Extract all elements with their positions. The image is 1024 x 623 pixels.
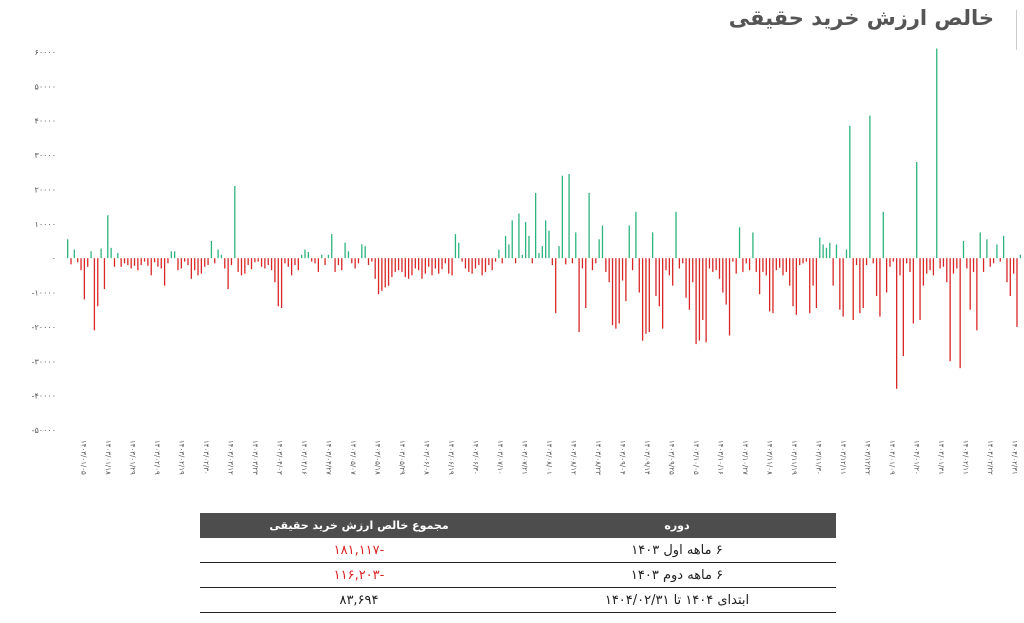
x-tick-label: ۱۴۰۳/۰۲/۰۹ [153,440,161,475]
x-tick-label: ۱۴۰۳/۰۴/۲۷ [324,440,332,475]
x-tick-label: ۱۴۰۳/۰۹/۲۵ [668,440,676,475]
x-tick-label: ۱۴۰۳/۱۲/۲۲ [864,440,872,475]
x-tick-label: ۱۴۰۴/۰۱/۲۰ [913,440,921,475]
x-tick-label: ۱۴۰۳/۱۰/۰۵ [692,440,700,475]
y-tick-label: ۰ [52,254,56,263]
x-tick-label: ۱۴۰۳/۰۶/۰۸ [422,440,430,475]
x-tick-label: ۱۴۰۳/۰۸/۲۳ [594,440,602,475]
x-tick-label: ۱۴۰۴/۰۲/۳۱ [1011,440,1019,475]
x-tick-label: ۱۴۰۳/۰۵/۲۹ [398,440,406,475]
x-tick-label: ۱۴۰۳/۱۲/۱۱ [839,440,847,475]
row-value: -۱۱۶,۲۰۳ [200,562,518,588]
header-value: مجموع خالص ارزش خرید حقیقی [200,513,518,538]
bar-series [67,48,1021,389]
x-tick-label: ۱۴۰۳/۱۱/۳۰ [815,440,823,475]
table-row: ۶ ماهه اول ۱۴۰۳ -۱۸۱,۱۱۷ [200,538,836,563]
summary-table: دوره مجموع خالص ارزش خرید حقیقی ۶ ماهه ا… [200,513,836,613]
x-tick-label: ۱۴۰۳/۰۷/۲۱ [521,440,529,475]
y-tick-label: -۲۰۰۰۰ [32,323,56,332]
x-tick-label: ۱۴۰۳/۰۳/۲۳ [251,440,259,475]
x-tick-label: ۱۴۰۳/۱۱/۰۸ [766,440,774,475]
x-tick-label: ۱۴۰۳/۰۱/۲۹ [128,440,136,475]
row-value: ۸۳,۶۹۴ [200,587,518,613]
row-value: -۱۸۱,۱۱۷ [200,538,518,563]
chart-title: خالص ارزش خرید حقیقی [728,6,994,30]
y-tick-label: -۳۰۰۰۰ [32,357,56,366]
x-tick-label: ۱۴۰۴/۰۲/۲۲ [986,440,994,475]
x-tick-label: ۱۴۰۳/۰۴/۱۶ [300,440,308,475]
table-row: ۶ ماهه دوم ۱۴۰۳ -۱۱۶,۲۰۳ [200,562,836,588]
x-tick-label: ۱۴۰۳/۰۲/۱۹ [177,440,185,475]
y-tick-label: ۵۰۰۰۰ [35,82,56,91]
y-axis: ۶۰۰۰۰ ۵۰۰۰۰ ۴۰۰۰۰ ۳۰۰۰۰ ۲۰۰۰۰ ۱۰۰۰۰ ۰ -۱۰۰۰۰ -۲۰… [32,48,56,435]
row-period: ابتدای ۱۴۰۴ تا ۱۴۰۴/۰۲/۳۱ [518,587,836,613]
x-tick-label: ۱۴۰۳/۰۵/۰۷ [349,440,357,475]
x-tick-label: ۱۴۰۳/۰۱/۰۵ [79,440,87,475]
x-tick-label: ۱۴۰۳/۱۰/۱۶ [717,440,725,475]
x-tick-label: ۱۴۰۳/۰۷/۱۰ [496,440,504,475]
y-tick-label: ۱۰۰۰۰ [35,220,56,229]
y-tick-label: ۳۰۰۰۰ [35,151,56,160]
x-tick-label: ۱۴۰۴/۰۱/۰۹ [888,440,896,475]
y-tick-label: -۱۰۰۰۰ [32,289,56,298]
x-tick-label: ۱۴۰۳/۰۶/۳۰ [472,440,480,475]
x-axis: ۱۴۰۳/۰۱/۰۵ ۱۴۰۳/۰۱/۱۸ ۱۴۰۳/۰۱/۲۹ ۱۴۰۳/۰۲/۰۹… [79,440,1018,475]
y-tick-label: ۴۰۰۰۰ [35,117,56,126]
x-tick-label: ۱۴۰۳/۰۹/۰۴ [619,440,627,475]
table-row: ابتدای ۱۴۰۴ تا ۱۴۰۴/۰۲/۳۱ ۸۳,۶۹۴ [200,587,836,613]
x-tick-label: ۱۴۰۳/۰۶/۱۹ [447,440,455,475]
y-tick-label: -۴۰۰۰۰ [32,392,56,401]
header-period: دوره [518,513,836,538]
row-period: ۶ ماهه دوم ۱۴۰۳ [518,562,836,588]
row-period: ۶ ماهه اول ۱۴۰۳ [518,538,836,563]
bar-chart: ۶۰۰۰۰ ۵۰۰۰۰ ۴۰۰۰۰ ۳۰۰۰۰ ۲۰۰۰۰ ۱۰۰۰۰ ۰ -۱۰۰۰۰ -۲۰… [32,48,1021,475]
x-tick-label: ۱۴۰۳/۱۱/۱۹ [790,440,798,475]
x-tick-label: ۱۴۰۳/۱۰/۲۷ [741,440,749,475]
x-tick-label: ۱۴۰۳/۰۲/۳۰ [202,440,210,475]
y-tick-label: ۶۰۰۰۰ [35,48,56,57]
x-tick-label: ۱۴۰۴/۰۱/۳۱ [937,440,945,475]
x-tick-label: ۱۴۰۳/۰۸/۰۱ [545,440,553,475]
x-tick-label: ۱۴۰۳/۰۵/۱۸ [373,440,381,475]
x-tick-label: ۱۴۰۳/۰۹/۱۴ [643,440,651,475]
x-tick-label: ۱۴۰۳/۰۱/۱۸ [104,440,112,475]
divider [1016,10,1017,50]
summary-header-row: دوره مجموع خالص ارزش خرید حقیقی [200,513,836,538]
x-tick-label: ۱۴۰۳/۰۳/۱۲ [226,440,234,475]
x-tick-label: ۱۴۰۳/۰۴/۰۳ [275,440,283,475]
x-tick-label: ۱۴۰۴/۰۲/۱۱ [962,440,970,475]
y-tick-label: ۲۰۰۰۰ [35,185,56,194]
x-tick-label: ۱۴۰۳/۰۸/۱۲ [570,440,578,475]
y-tick-label: -۵۰۰۰۰ [32,426,56,435]
